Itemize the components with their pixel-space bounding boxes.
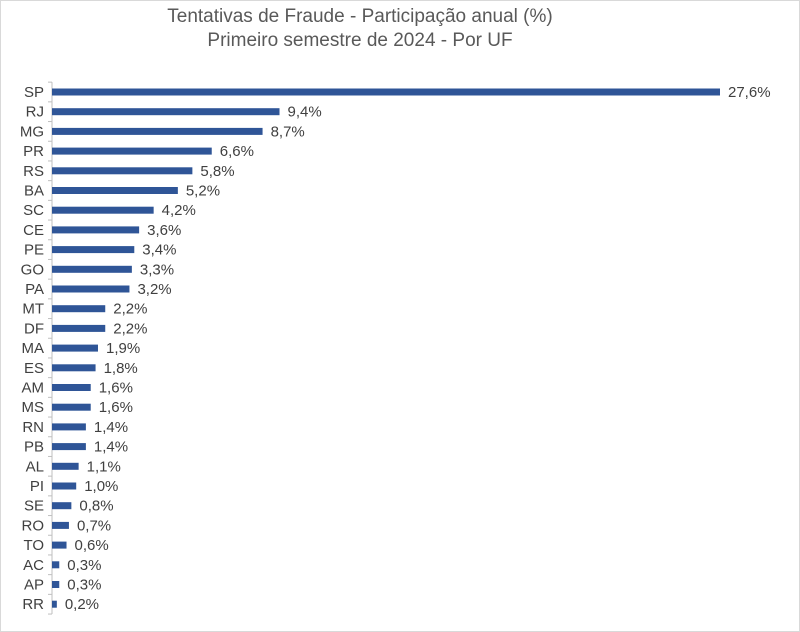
bar-rr <box>52 600 57 608</box>
category-label-mt: MT <box>22 301 44 318</box>
category-label-es: ES <box>24 360 44 377</box>
value-label-ro: 0,7% <box>77 517 111 534</box>
category-label-pi: PI <box>30 478 44 495</box>
bar-ba <box>52 187 178 194</box>
value-label-df: 2,2% <box>113 320 147 337</box>
value-label-ba: 5,2% <box>186 183 220 200</box>
category-label-ms: MS <box>22 399 45 416</box>
category-label-ba: BA <box>24 183 44 200</box>
value-labels: 27,6% 9,4% 8,7% 6,6% 5,8% 5,2% 4,2% 3,6% 3,4% 3,3… <box>65 84 771 613</box>
bar-ap <box>52 581 60 588</box>
bar-ma <box>52 344 98 352</box>
value-label-ce: 3,6% <box>147 222 181 239</box>
bar-rs <box>52 167 193 175</box>
value-label-mt: 2,2% <box>113 301 147 318</box>
category-label-to: TO <box>23 537 44 554</box>
value-label-ap: 0,3% <box>67 577 101 594</box>
category-label-sp: SP <box>24 84 44 101</box>
value-label-ac: 0,3% <box>67 557 101 574</box>
category-label-pb: PB <box>24 439 44 456</box>
value-label-pb: 1,4% <box>94 439 128 456</box>
category-label-ac: AC <box>23 557 44 574</box>
value-label-rr: 0,2% <box>65 596 99 613</box>
category-label-rr: RR <box>22 596 44 613</box>
bar-pr <box>52 147 212 155</box>
bar-rj <box>52 108 280 116</box>
category-label-mg: MG <box>20 123 44 140</box>
category-label-go: GO <box>21 261 44 278</box>
bar-df <box>52 324 106 332</box>
bar-pi <box>52 482 77 490</box>
value-label-pr: 6,6% <box>220 143 254 160</box>
category-label-rn: RN <box>22 419 44 436</box>
value-label-ma: 1,9% <box>106 340 140 357</box>
chart-axes <box>48 81 53 615</box>
bar-ms <box>52 403 91 411</box>
bar-mt <box>52 305 106 313</box>
bar-pe <box>52 246 135 254</box>
category-label-am: AM <box>22 380 45 397</box>
value-label-rn: 1,4% <box>94 419 128 436</box>
bar-am <box>52 384 91 391</box>
bars <box>52 88 720 608</box>
category-label-pe: PE <box>24 242 44 259</box>
value-label-mg: 8,7% <box>271 123 305 140</box>
chart-title-block: Tentativas de Fraude - Participação anua… <box>0 5 720 53</box>
value-label-pe: 3,4% <box>142 242 176 259</box>
bar-pa <box>52 285 130 293</box>
category-label-pr: PR <box>23 143 44 160</box>
bar-to <box>52 541 67 549</box>
value-label-se: 0,8% <box>79 498 113 515</box>
value-label-pi: 1,0% <box>84 478 118 495</box>
bar-rn <box>52 423 86 431</box>
category-label-al: AL <box>26 458 44 475</box>
value-label-al: 1,1% <box>87 458 121 475</box>
value-label-pa: 3,2% <box>137 281 171 298</box>
category-label-df: DF <box>24 320 44 337</box>
value-label-sp: 27,6% <box>728 84 771 101</box>
value-label-to: 0,6% <box>75 537 109 554</box>
category-labels: SP RJ MG PR RS BA SC CE PE GO PA MT DF MA ES AM MS RN PB AL… <box>20 84 44 613</box>
category-label-pa: PA <box>25 281 44 298</box>
value-label-rs: 5,8% <box>200 163 234 180</box>
category-label-ro: RO <box>22 517 45 534</box>
value-label-rj: 9,4% <box>288 104 322 121</box>
bar-ro <box>52 521 69 529</box>
bar-es <box>52 364 96 372</box>
bar-se <box>52 502 72 510</box>
bar-sp <box>52 88 720 96</box>
value-label-ms: 1,6% <box>99 399 133 416</box>
value-label-es: 1,8% <box>104 360 138 377</box>
category-label-se: SE <box>24 498 44 515</box>
value-label-am: 1,6% <box>99 380 133 397</box>
category-label-ma: MA <box>22 340 45 357</box>
chart-subtitle: Primeiro semestre de 2024 - Por UF <box>207 30 513 51</box>
bar-ac <box>52 561 60 569</box>
bar-mg <box>52 127 263 135</box>
value-label-go: 3,3% <box>140 261 174 278</box>
bar-ce <box>52 226 140 234</box>
bar-go <box>52 265 132 273</box>
category-label-sc: SC <box>23 202 44 219</box>
bar-al <box>52 462 79 470</box>
category-label-rj: RJ <box>26 104 44 121</box>
category-label-ap: AP <box>24 577 44 594</box>
bar-pb <box>52 443 86 451</box>
value-label-sc: 4,2% <box>162 202 196 219</box>
bar-sc <box>52 206 154 214</box>
category-label-ce: CE <box>23 222 44 239</box>
chart-title: Tentativas de Fraude - Participação anua… <box>167 6 553 27</box>
category-label-rs: RS <box>23 163 44 180</box>
